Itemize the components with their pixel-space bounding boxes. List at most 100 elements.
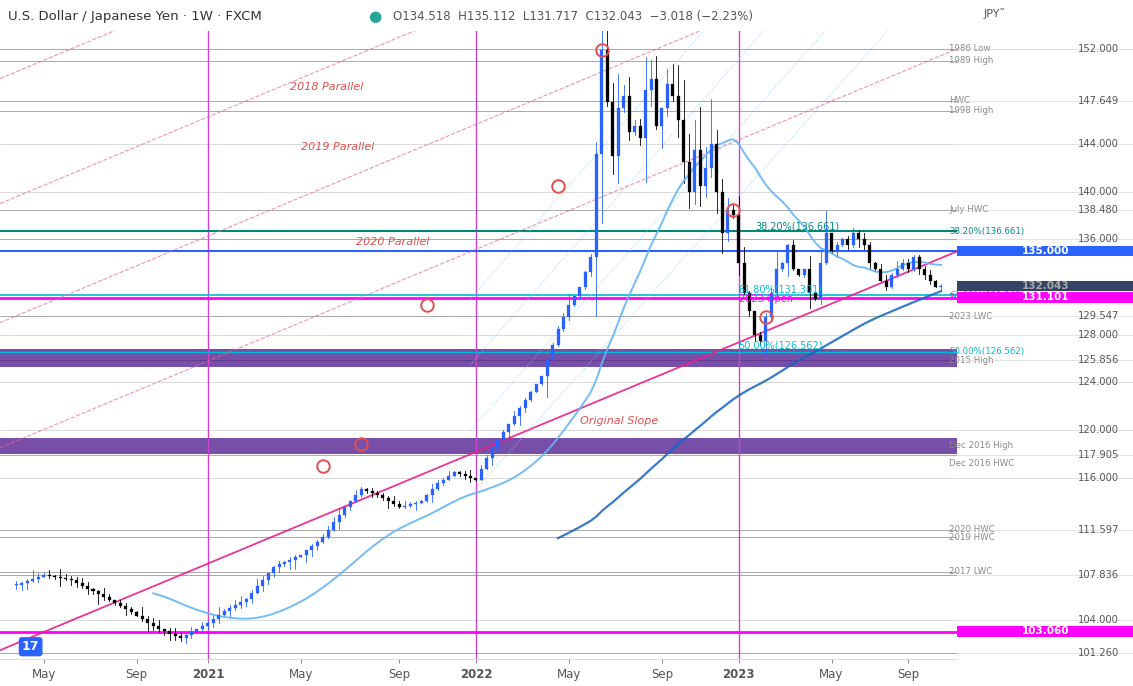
Bar bbox=[53, 576, 57, 577]
Bar bbox=[293, 557, 297, 560]
Bar bbox=[480, 469, 483, 480]
Bar bbox=[419, 501, 423, 503]
Bar bbox=[283, 562, 286, 565]
Bar bbox=[0, 349, 957, 367]
Bar bbox=[130, 608, 133, 612]
Bar bbox=[245, 599, 248, 602]
Bar bbox=[20, 583, 24, 584]
Bar bbox=[939, 286, 943, 287]
Text: 2023 Open: 2023 Open bbox=[949, 293, 997, 302]
Text: 2023 LWC: 2023 LWC bbox=[949, 311, 993, 320]
Bar bbox=[355, 495, 357, 501]
Text: 132.043: 132.043 bbox=[1021, 281, 1070, 291]
Bar bbox=[392, 501, 395, 504]
Bar bbox=[502, 432, 505, 440]
Bar bbox=[523, 400, 527, 408]
Text: 38.20%(136.661): 38.20%(136.661) bbox=[949, 227, 1024, 236]
Bar bbox=[119, 603, 122, 606]
Text: 147.649: 147.649 bbox=[1077, 95, 1119, 106]
Bar bbox=[786, 246, 790, 263]
Bar bbox=[157, 626, 160, 629]
Bar bbox=[146, 619, 150, 623]
Bar bbox=[781, 263, 784, 269]
Bar bbox=[409, 504, 411, 506]
Bar bbox=[649, 78, 653, 91]
Bar bbox=[666, 84, 668, 108]
Bar bbox=[682, 120, 685, 162]
Bar bbox=[442, 480, 444, 484]
Text: 2017 LWC: 2017 LWC bbox=[949, 567, 993, 576]
Bar bbox=[475, 478, 477, 480]
Text: 61.80%(131.301): 61.80%(131.301) bbox=[949, 291, 1024, 300]
Bar bbox=[825, 233, 827, 263]
Bar bbox=[163, 629, 165, 631]
Bar bbox=[48, 575, 51, 576]
Bar bbox=[589, 257, 593, 272]
Bar bbox=[715, 144, 718, 191]
Bar bbox=[573, 296, 576, 305]
Bar bbox=[906, 263, 910, 269]
Text: 2020 HWC: 2020 HWC bbox=[949, 525, 995, 534]
Bar bbox=[173, 634, 177, 636]
Text: 124.000: 124.000 bbox=[1077, 377, 1119, 387]
Text: 50.00%(126.562): 50.00%(126.562) bbox=[739, 341, 823, 351]
Bar bbox=[398, 504, 401, 507]
Bar bbox=[556, 329, 560, 344]
Bar bbox=[32, 579, 34, 581]
Bar bbox=[726, 209, 730, 233]
Bar bbox=[535, 384, 538, 392]
Text: 144.000: 144.000 bbox=[1079, 139, 1119, 149]
Bar bbox=[278, 565, 281, 567]
Bar bbox=[622, 96, 625, 108]
Bar bbox=[918, 257, 921, 269]
Bar bbox=[742, 263, 746, 293]
Bar bbox=[310, 546, 314, 550]
Bar bbox=[529, 392, 533, 400]
Bar bbox=[59, 577, 61, 578]
Bar bbox=[798, 269, 800, 275]
Bar bbox=[518, 408, 521, 416]
Bar bbox=[190, 632, 193, 635]
Bar bbox=[92, 589, 94, 591]
Bar bbox=[196, 629, 198, 632]
Bar bbox=[808, 269, 811, 293]
Text: 125.856: 125.856 bbox=[1077, 355, 1119, 365]
Bar bbox=[770, 293, 773, 317]
Bar bbox=[458, 471, 461, 473]
Bar bbox=[108, 597, 111, 600]
Bar bbox=[540, 377, 543, 384]
Bar bbox=[874, 263, 877, 269]
Bar bbox=[732, 209, 734, 215]
Text: 131.101: 131.101 bbox=[1022, 292, 1068, 303]
Bar bbox=[583, 272, 587, 287]
Bar bbox=[415, 503, 417, 504]
Bar bbox=[693, 150, 697, 191]
Bar bbox=[841, 239, 844, 246]
Bar bbox=[775, 269, 778, 293]
Text: 138.480: 138.480 bbox=[1079, 204, 1119, 215]
Bar bbox=[759, 335, 761, 340]
Text: Dec 2016 High: Dec 2016 High bbox=[949, 441, 1013, 450]
FancyBboxPatch shape bbox=[957, 626, 1133, 637]
Bar bbox=[858, 233, 860, 239]
Bar bbox=[852, 233, 855, 246]
Bar bbox=[579, 287, 581, 296]
Bar bbox=[332, 522, 335, 530]
Bar bbox=[792, 246, 794, 269]
Bar bbox=[448, 475, 450, 480]
Bar bbox=[738, 215, 740, 263]
Text: 101.260: 101.260 bbox=[1077, 648, 1119, 658]
Bar bbox=[868, 246, 871, 263]
Text: 2018 Parallel: 2018 Parallel bbox=[290, 82, 364, 93]
Text: 1998 High: 1998 High bbox=[949, 106, 994, 115]
Bar bbox=[463, 473, 467, 475]
Text: July HWC: July HWC bbox=[949, 205, 988, 214]
Text: ●: ● bbox=[368, 10, 382, 25]
Bar bbox=[403, 506, 407, 507]
Bar bbox=[600, 50, 603, 154]
Text: 129.547: 129.547 bbox=[1077, 311, 1119, 321]
Bar bbox=[813, 293, 817, 299]
FancyBboxPatch shape bbox=[957, 292, 1133, 303]
Bar bbox=[633, 126, 636, 132]
Text: HWC: HWC bbox=[949, 96, 970, 105]
